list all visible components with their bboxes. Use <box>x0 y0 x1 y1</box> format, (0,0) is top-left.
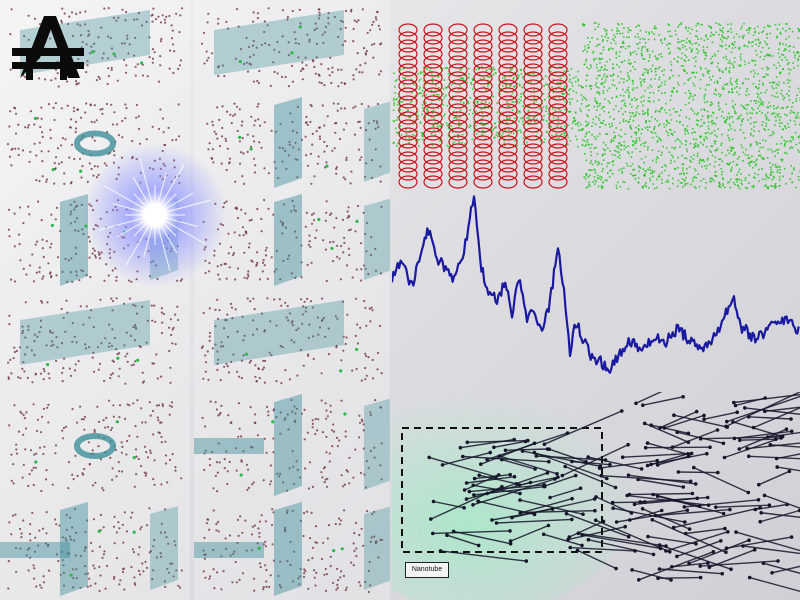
simulation-tile <box>194 0 390 95</box>
particle-cloud <box>392 22 800 190</box>
waveform-line <box>392 195 800 374</box>
dashed-region-box <box>401 427 603 553</box>
logo-crossbar-bottom <box>12 62 84 69</box>
nanotube-legend-label: Nanotube <box>405 562 449 578</box>
simulation-tile <box>194 95 390 192</box>
lens-flare <box>83 143 227 287</box>
logo-crossbar-top <box>12 48 84 56</box>
simulation-tile <box>0 290 190 392</box>
stylized-letter-a-logo <box>12 16 84 80</box>
logo-stem-left <box>26 56 33 80</box>
simulation-tile <box>194 290 390 392</box>
coil-array <box>398 23 568 189</box>
nanotube-sticks <box>427 392 800 593</box>
coils-and-particle-cloud <box>392 22 800 190</box>
waveform-path <box>392 195 800 374</box>
simulation-tile <box>194 392 390 500</box>
nanotube-sticks-panel <box>392 392 800 600</box>
simulation-tile <box>0 392 190 500</box>
simulation-tile <box>0 500 190 600</box>
logo-stem-right <box>60 56 67 80</box>
simulation-tiles-grid <box>0 0 390 600</box>
simulation-tile <box>194 500 390 600</box>
